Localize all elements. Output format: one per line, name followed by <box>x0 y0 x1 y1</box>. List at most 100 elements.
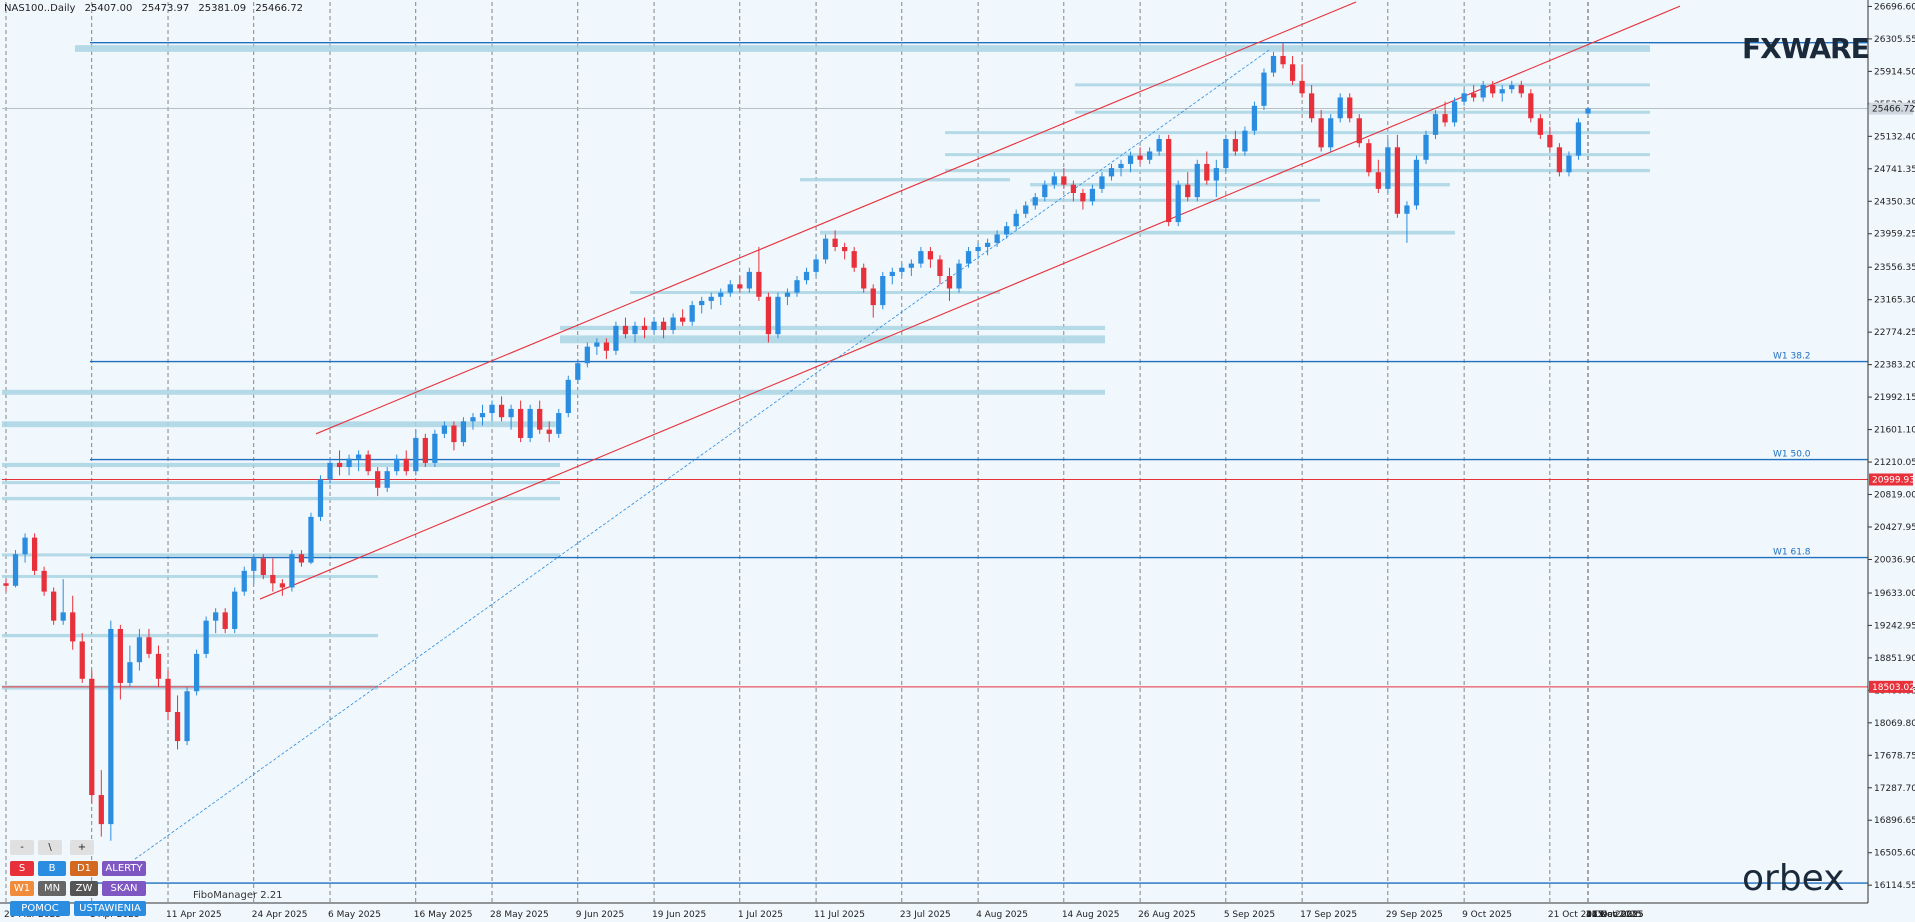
panel-button-pomoc-11[interactable]: POMOC <box>10 901 70 916</box>
candle-body <box>746 271 752 289</box>
candle-body <box>508 408 514 418</box>
price-zone <box>1075 83 1650 87</box>
panel-button-zw-9[interactable]: ZW <box>70 881 98 896</box>
price-zone <box>75 45 1650 52</box>
candle-body <box>851 251 857 268</box>
candle-body <box>1585 108 1591 114</box>
candle-body <box>1347 97 1353 119</box>
panel-button--0[interactable]: - <box>10 840 34 855</box>
price-zone <box>2 574 378 578</box>
candle-body <box>718 292 724 297</box>
candle-body <box>1575 122 1582 156</box>
candle-body <box>298 554 305 563</box>
candle-body <box>1537 118 1543 135</box>
candle-body <box>1451 101 1458 123</box>
panel-button-d1-5[interactable]: D1 <box>70 861 98 876</box>
price-tick-label: 17678.75 <box>1874 751 1915 761</box>
date-tick-label: 4 Aug 2025 <box>976 910 1028 920</box>
candle-body <box>108 628 114 825</box>
panel-button--1[interactable]: \ <box>38 840 62 855</box>
candle-body <box>1127 155 1134 164</box>
panel-button-b-4[interactable]: B <box>38 861 66 876</box>
price-tick-label: 25132.40 <box>1874 132 1915 142</box>
price-zone <box>1030 183 1450 187</box>
panel-button-mn-8[interactable]: MN <box>38 881 66 896</box>
panel-button-s-3[interactable]: S <box>10 861 34 876</box>
candle-body <box>556 413 562 434</box>
candle-body <box>70 612 76 642</box>
candle-body <box>803 271 810 281</box>
candle-body <box>699 300 705 306</box>
price-tick-label: 26305.55 <box>1874 35 1915 45</box>
candle-body <box>1404 205 1410 214</box>
date-tick-label: 31 Oct 2025 <box>1586 910 1642 920</box>
low-value: 25381.09 <box>198 3 247 14</box>
date-tick-label: 9 Oct 2025 <box>1462 910 1512 920</box>
candle-body <box>975 246 981 252</box>
candle-body <box>79 641 85 679</box>
panel-button-ustawienia-12[interactable]: USTAWIENIA <box>74 901 146 916</box>
candle-body <box>41 570 47 592</box>
candle-body <box>632 325 638 335</box>
candle-body <box>1242 130 1248 152</box>
candle-body <box>184 691 190 742</box>
candle-body <box>651 321 657 331</box>
candle-body <box>498 404 505 418</box>
candle-body <box>603 342 610 351</box>
panel-button-w1-7[interactable]: W1 <box>10 881 34 896</box>
date-tick-label: 12 Nov 2025 <box>1586 910 1644 920</box>
panel-button-skan-10[interactable]: SKAN <box>102 881 146 896</box>
price-tick-label: 26696.60 <box>1874 2 1915 12</box>
candle-body <box>260 558 266 575</box>
candle-body <box>222 612 228 629</box>
candle-body <box>336 462 343 468</box>
price-zone <box>945 168 1650 173</box>
candle-body <box>584 346 590 364</box>
candle-body <box>994 234 1000 243</box>
candle-body <box>384 471 390 488</box>
candle-body <box>3 583 9 586</box>
candle-body <box>546 429 552 434</box>
candle-body <box>956 263 962 289</box>
panel-button-alerty-6[interactable]: ALERTY <box>102 861 146 876</box>
date-tick-label: 17 Sep 2025 <box>1300 910 1357 920</box>
candle-body <box>232 591 238 629</box>
fibo-manager-label: FiboManager 2.21 <box>193 890 283 901</box>
candle-body <box>470 417 476 422</box>
candle-body <box>165 678 171 713</box>
candle-body <box>1509 85 1515 90</box>
candle-body <box>660 321 667 331</box>
price-zone <box>560 325 1105 331</box>
candle-body <box>1061 176 1067 185</box>
orbex-logo: orbex <box>1742 858 1845 899</box>
candle-body <box>537 408 543 430</box>
candle-body <box>1032 197 1038 206</box>
candle-body <box>794 280 800 293</box>
candle-body <box>1070 184 1076 193</box>
price-zone <box>2 685 378 690</box>
candle-body <box>518 408 524 438</box>
date-tick-label: 24 Apr 2025 <box>252 910 308 920</box>
candle-body <box>1175 184 1181 223</box>
date-tick-label: 16 May 2025 <box>414 910 473 920</box>
candle-body <box>1432 114 1439 135</box>
chart-header: NAS100..Daily 25407.00 25473.97 25381.09… <box>4 3 309 14</box>
fib-label: W1 38.2 <box>1773 352 1811 362</box>
price-badge <box>1869 473 1913 486</box>
candle-body <box>775 296 781 335</box>
candle-body <box>251 558 257 571</box>
fxware-logo: FXWARE <box>1742 32 1870 65</box>
candle-body <box>451 425 457 443</box>
candle-body <box>31 537 38 571</box>
candle-body <box>1099 176 1105 189</box>
candle-body <box>289 554 295 588</box>
price-tick-label: 21992.15 <box>1874 393 1915 403</box>
candle-body <box>394 458 400 472</box>
candle-body <box>984 242 991 247</box>
price-zone <box>2 633 378 638</box>
candle-body <box>908 263 914 268</box>
candle-body <box>317 479 324 517</box>
panel-button--2[interactable]: + <box>70 840 94 855</box>
